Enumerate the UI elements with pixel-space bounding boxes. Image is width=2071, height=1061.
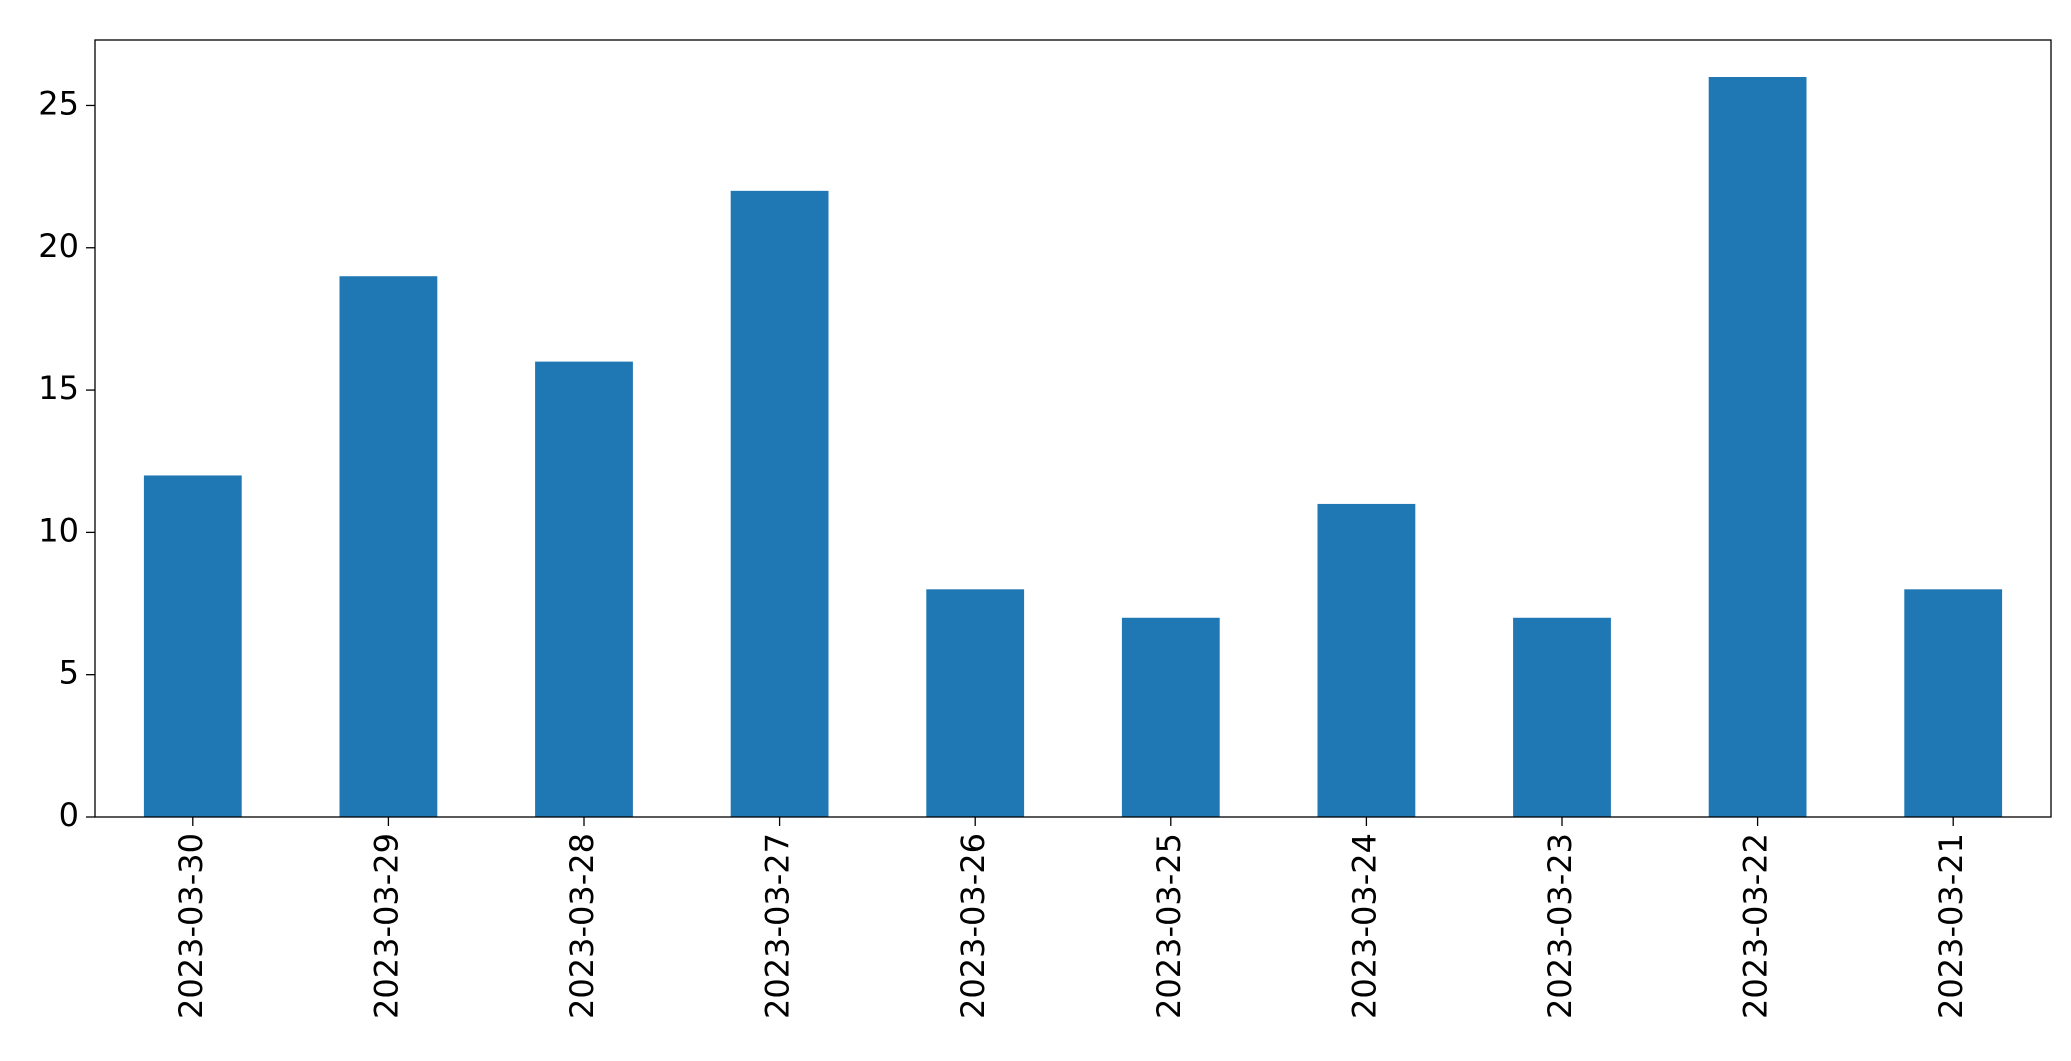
x-tick-label: 2023-03-21 — [1932, 833, 1970, 1019]
x-tick-label: 2023-03-28 — [563, 833, 601, 1019]
plot-frame — [94, 39, 2052, 818]
bar — [535, 361, 633, 817]
bar — [1904, 589, 2003, 817]
y-tick-label: 20 — [38, 227, 79, 265]
bar — [926, 589, 1025, 817]
x-tick-label: 2023-03-23 — [1541, 833, 1579, 1019]
bar — [1317, 503, 1416, 817]
x-tick-label: 2023-03-24 — [1345, 833, 1383, 1019]
bar — [730, 190, 829, 817]
x-tick-label: 2023-03-27 — [759, 833, 797, 1019]
y-tick-label: 25 — [38, 84, 79, 122]
y-tick-label: 5 — [59, 654, 79, 692]
x-tick-label: 2023-03-29 — [367, 833, 405, 1019]
bar — [1121, 617, 1220, 817]
x-tick-label: 2023-03-30 — [172, 833, 210, 1019]
bar — [1513, 617, 1611, 817]
y-tick-label: 0 — [59, 796, 79, 834]
bar — [143, 475, 242, 817]
bar — [339, 276, 438, 817]
y-tick-label: 10 — [38, 511, 79, 549]
x-tick-label: 2023-03-22 — [1737, 833, 1775, 1019]
x-tick-label: 2023-03-25 — [1150, 833, 1188, 1019]
bar — [1708, 77, 1807, 817]
y-tick-label: 15 — [38, 369, 79, 407]
x-tick-label: 2023-03-26 — [954, 833, 992, 1019]
